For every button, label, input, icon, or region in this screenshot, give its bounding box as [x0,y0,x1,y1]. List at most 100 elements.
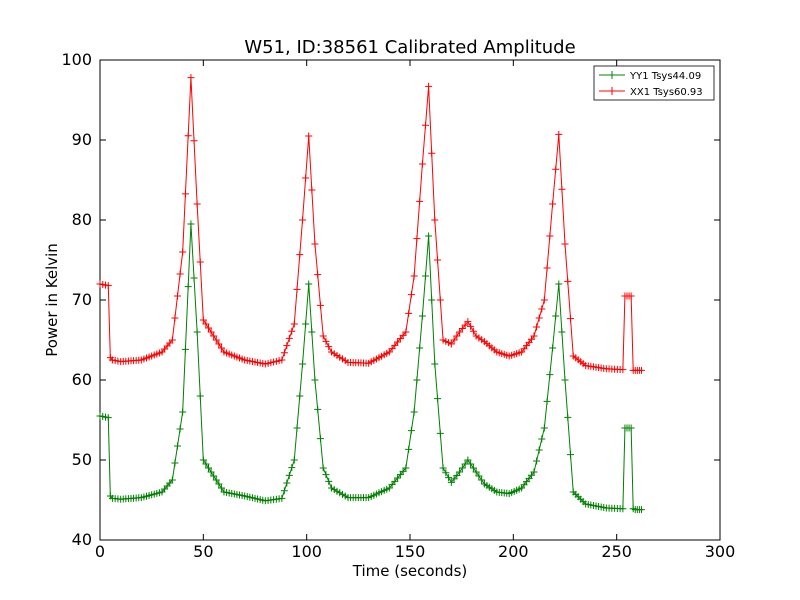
series-2-point [464,318,472,326]
series-2-point [322,337,330,345]
series-2-point [181,190,189,198]
series-1-point [475,472,483,480]
plot-area [96,59,721,541]
series-2-point [299,216,307,224]
series-1-point [285,471,293,479]
series-layer [96,74,645,514]
y-tick-label: 80 [72,210,92,229]
series-1-point [530,468,538,476]
plot-frame [99,59,721,541]
y-tick-label: 70 [72,290,92,309]
x-tick-label: 200 [498,542,529,561]
series-1-point [299,360,307,368]
series-2-point [278,356,286,364]
series-1-point [434,395,442,403]
series-1-point [413,376,421,384]
y-tick-label: 90 [72,130,92,149]
series-1-point [418,312,426,320]
series-2-point [283,342,291,350]
series-2-point [627,292,635,300]
series-1-point [302,320,310,328]
series-1-point [561,376,569,384]
series-1-point [196,392,204,400]
series-1-group [96,220,645,514]
series-1-point [564,413,572,421]
series-2-point [567,315,575,323]
series-1-point [619,505,627,513]
series-1-point [442,469,450,477]
series-1-point [212,476,220,484]
series-1-point [425,232,433,240]
series-1-point [288,464,296,472]
series-2-point [190,137,198,145]
series-1-point [416,344,424,352]
series-1-point [535,446,543,454]
series-1-point [190,274,198,282]
series-2-point [418,160,426,168]
x-tick-label: 0 [95,542,105,561]
series-1-point [187,220,195,228]
y-tick-label: 50 [72,450,92,469]
series-1-point [290,456,298,464]
series-2-point [431,216,439,224]
series-1-point [316,435,324,443]
series-1-point [181,345,189,353]
series-2-point [210,332,218,340]
series-2-point [314,271,322,279]
series-1-point [199,456,207,464]
series-1-point [193,328,201,336]
legend-marker-2 [608,87,616,95]
series-2-point [104,282,112,290]
series-2-point [543,264,551,272]
series-1-point [533,457,541,465]
series-1-point [456,468,464,476]
x-tick-label: 50 [193,542,213,561]
series-1-point [176,425,184,433]
series-2-point [179,248,187,256]
series-1-point [278,494,286,502]
series-1-point [168,476,176,484]
series-2-point [619,366,627,374]
series-1-point [217,484,225,492]
series-2-group [96,74,645,374]
series-1-point [314,405,322,413]
series-1-point [319,464,327,472]
series-2-point [469,327,477,335]
series-2-point [302,174,310,182]
series-2-point [467,322,475,330]
series-1-point [538,435,546,443]
y-axis-title: Power in Kelvin [43,243,61,357]
ticks-layer [99,59,721,541]
series-2-point [405,309,413,317]
series-1-point [311,376,319,384]
series-2-point [187,74,195,82]
series-2-point [285,334,293,342]
x-tick-label: 300 [705,542,736,561]
series-1-point [428,296,436,304]
series-2-point [174,292,181,300]
series-2-point [280,349,288,357]
series-1-point [179,408,187,416]
series-2-point [416,197,424,205]
series-2-point [296,251,304,259]
series-2-point [530,332,538,340]
series-2-point [546,232,554,240]
series-1-point [202,460,210,468]
series-1-point [469,464,477,472]
series-1-point [431,360,439,368]
series-1-point [308,328,316,336]
series-1-point [184,283,192,291]
series-1-point [546,371,554,379]
legend-label-1: YY1 Tsys44.09 [629,71,701,82]
series-1-point [410,408,418,416]
series-2-point [311,240,319,248]
series-1-point [325,477,333,485]
series-2-point [319,332,327,340]
series-1-point [458,464,466,472]
series-2-point [288,327,296,335]
series-1-point [627,424,635,432]
series-2-point [176,270,184,278]
series-1-point [472,468,480,476]
series-1-point [478,476,486,484]
series-2-point [434,256,442,264]
